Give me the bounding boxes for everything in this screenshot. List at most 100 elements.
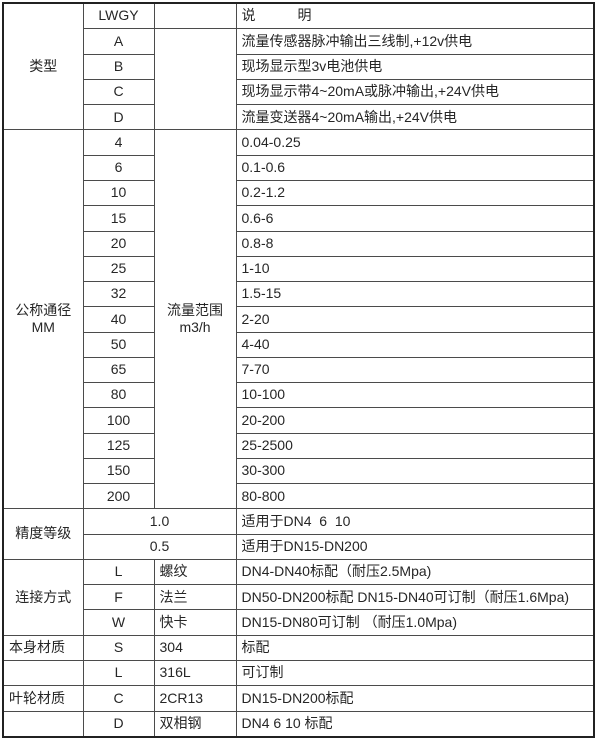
flow-range-value-cell: 10-100 <box>235 382 595 409</box>
flow-range-value-cell: 1.5-15 <box>235 281 595 308</box>
flow-range-value-cell: 4-40 <box>235 331 595 358</box>
type-code-cell: C <box>82 78 155 106</box>
table-row: B 现场显示型3v电池供电 <box>3 53 595 80</box>
flow-range-value-cell: 20-200 <box>235 407 595 434</box>
table-row: W 快卡 DN15-DN80可订制 （耐压1.0Mpa) <box>3 609 595 636</box>
material-desc-cell: DN15-DN200标配 <box>235 685 595 712</box>
flowmeter-spec-table: 类型 LWGY 说 明 A 流量传感器脉冲输出三线制,+12v供电 B 现场显示… <box>2 2 595 738</box>
flow-range-value-cell: 30-300 <box>235 457 595 485</box>
flow-range-value-cell: 2-20 <box>235 306 595 333</box>
diameter-size-cell: 200 <box>82 483 155 510</box>
type-empty-merged-cell <box>153 28 237 131</box>
table-row: A 流量传感器脉冲输出三线制,+12v供电 <box>3 28 595 131</box>
table-row: 精度等级 1.0 适用于DN4 6 10 <box>2 508 595 560</box>
diameter-size-cell: 150 <box>82 457 155 485</box>
material-code-cell: L <box>82 660 155 687</box>
flow-range-value-cell: 0.6-6 <box>235 205 595 232</box>
table-row: 6 0.1-0.6 <box>3 154 595 181</box>
material-code-cell: D <box>82 710 155 738</box>
diameter-size-cell: 10 <box>82 179 155 207</box>
diameter-size-cell: 20 <box>82 230 155 257</box>
diameter-size-cell: 6 <box>82 154 155 181</box>
section-label-accuracy: 精度等级 <box>2 508 84 560</box>
diameter-size-cell: 80 <box>82 382 155 409</box>
section-label-diameter: 公称通径 MM <box>2 129 84 510</box>
diameter-size-cell: 100 <box>82 407 155 434</box>
connection-code-cell: F <box>82 584 155 611</box>
flow-range-value-cell: 25-2500 <box>235 432 595 459</box>
type-code-cell: A <box>82 28 155 55</box>
table-row: 125 25-2500 <box>3 432 595 459</box>
accuracy-desc-cell: 适用于DN15-DN200 <box>235 533 595 560</box>
header-desc-title: 说 明 <box>235 2 595 30</box>
header-model-code: LWGY <box>82 2 155 30</box>
table-row: 叶轮材质 C 2CR13 DN15-DN200标配 <box>2 685 595 712</box>
accuracy-value-cell: 0.5 <box>82 533 237 560</box>
accuracy-desc-cell: 适用于DN4 6 10 <box>235 508 595 535</box>
diameter-size-cell: 25 <box>82 255 155 283</box>
table-row: 80 10-100 <box>3 382 595 409</box>
table-row: 100 20-200 <box>3 407 595 434</box>
flow-range-value-cell: 0.8-8 <box>235 230 595 257</box>
material-desc-cell: DN4 6 10 标配 <box>235 710 595 738</box>
table-row: 连接方式 L 螺纹 DN4-DN40标配（耐压2.5Mpa) <box>2 558 595 636</box>
diameter-size-cell: 125 <box>82 432 155 459</box>
section-label-type: 类型 <box>2 2 84 131</box>
material-desc-cell: 可订制 <box>235 660 595 687</box>
connection-name-cell: 法兰 <box>153 584 237 611</box>
table-row: 50 4-40 <box>3 331 595 358</box>
type-desc-cell: 现场显示型3v电池供电 <box>235 53 595 80</box>
material-name-cell: 双相钢 <box>153 710 237 738</box>
material-code-cell: C <box>82 685 155 712</box>
type-desc-cell: 流量传感器脉冲输出三线制,+12v供电 <box>235 28 595 55</box>
header-empty-cell <box>153 2 237 30</box>
section-label-connection: 连接方式 <box>2 558 84 636</box>
connection-name-cell: 螺纹 <box>153 558 237 586</box>
diameter-size-cell: 50 <box>82 331 155 358</box>
connection-code-cell: W <box>82 609 155 636</box>
impeller-empty-label-cell <box>2 710 84 738</box>
flow-range-value-cell: 0.04-0.25 <box>235 129 595 156</box>
diameter-size-cell: 15 <box>82 205 155 232</box>
diameter-size-cell: 32 <box>82 281 155 308</box>
connection-desc-cell: DN15-DN80可订制 （耐压1.0Mpa) <box>235 609 595 636</box>
type-code-cell: D <box>82 104 155 131</box>
table-row: 10 0.2-1.2 <box>3 179 595 207</box>
table-row: 15 0.6-6 <box>3 205 595 232</box>
flow-range-label-cell: 流量范围 m3/h <box>153 129 237 510</box>
flow-range-value-cell: 0.2-1.2 <box>235 179 595 207</box>
flow-range-value-cell: 1-10 <box>235 255 595 283</box>
table-row: 公称通径 MM 4 流量范围 m3/h 0.04-0.25 <box>2 129 595 510</box>
material-name-cell: 2CR13 <box>153 685 237 712</box>
table-row: D 双相钢 DN4 6 10 标配 <box>2 710 595 738</box>
table-row: 类型 LWGY 说 明 <box>2 2 595 131</box>
table-row: 40 2-20 <box>3 306 595 333</box>
table-row: 150 30-300 <box>3 457 595 485</box>
table-row: D 流量变送器4~20mA输出,+24V供电 <box>3 104 595 131</box>
material-code-cell: S <box>82 634 155 662</box>
table-row: F 法兰 DN50-DN200标配 DN15-DN40可订制（耐压1.6Mpa) <box>3 584 595 611</box>
table-row: 20 0.8-8 <box>3 230 595 257</box>
table-row: 200 80-800 <box>3 483 595 510</box>
section-label-impeller-material: 叶轮材质 <box>2 685 84 712</box>
connection-desc-cell: DN50-DN200标配 DN15-DN40可订制（耐压1.6Mpa) <box>235 584 595 611</box>
type-desc-cell: 流量变送器4~20mA输出,+24V供电 <box>235 104 595 131</box>
table-row: 65 7-70 <box>3 356 595 384</box>
connection-code-cell: L <box>82 558 155 586</box>
connection-desc-cell: DN4-DN40标配（耐压2.5Mpa) <box>235 558 595 586</box>
flow-range-value-cell: 0.1-0.6 <box>235 154 595 181</box>
material-desc-cell: 标配 <box>235 634 595 662</box>
table-row: C 现场显示带4~20mA或脉冲输出,+24V供电 <box>3 78 595 106</box>
connection-name-cell: 快卡 <box>153 609 237 636</box>
flow-range-value-cell: 80-800 <box>235 483 595 510</box>
table-row: 25 1-10 <box>3 255 595 283</box>
diameter-size-cell: 4 <box>82 129 155 156</box>
accuracy-value-cell: 1.0 <box>82 508 237 535</box>
material-name-cell: 304 <box>153 634 237 662</box>
table-row: 0.5 适用于DN15-DN200 <box>3 533 595 560</box>
flow-range-value-cell: 7-70 <box>235 356 595 384</box>
section-label-body-material: 本身材质 <box>2 634 84 662</box>
table-row: 本身材质 S 304 标配 <box>2 634 595 662</box>
table-row: L 316L 可订制 <box>2 660 595 687</box>
diameter-size-cell: 40 <box>82 306 155 333</box>
